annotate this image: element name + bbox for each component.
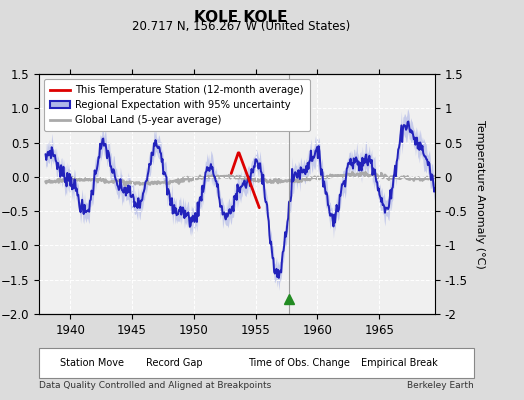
Text: Data Quality Controlled and Aligned at Breakpoints: Data Quality Controlled and Aligned at B… xyxy=(39,381,271,390)
Text: Station Move: Station Move xyxy=(60,358,124,368)
Text: Empirical Break: Empirical Break xyxy=(361,358,438,368)
Y-axis label: Temperature Anomaly (°C): Temperature Anomaly (°C) xyxy=(475,120,485,268)
Text: Time of Obs. Change: Time of Obs. Change xyxy=(248,358,350,368)
Legend: This Temperature Station (12-month average), Regional Expectation with 95% uncer: This Temperature Station (12-month avera… xyxy=(45,79,310,131)
Text: 20.717 N, 156.267 W (United States): 20.717 N, 156.267 W (United States) xyxy=(132,20,350,33)
Text: KOLE KOLE: KOLE KOLE xyxy=(194,10,288,25)
Text: Berkeley Earth: Berkeley Earth xyxy=(408,381,474,390)
Text: Record Gap: Record Gap xyxy=(146,358,203,368)
